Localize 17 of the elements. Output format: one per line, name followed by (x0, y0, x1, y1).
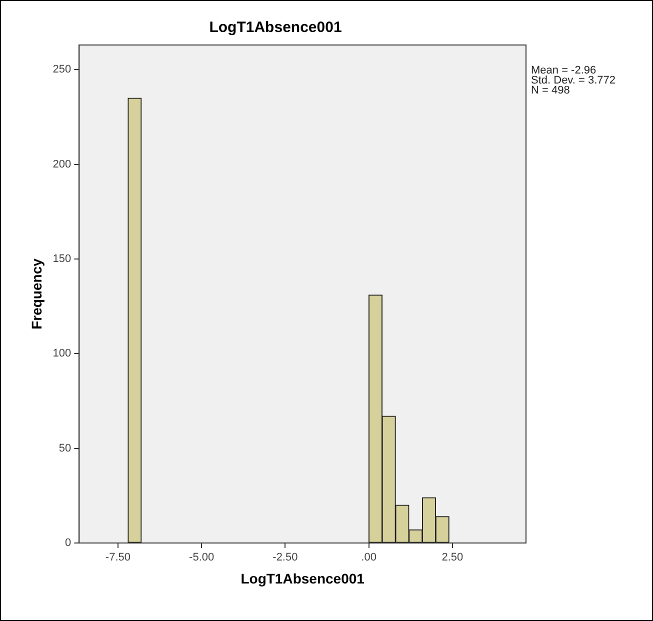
y-tick-label: 150 (52, 253, 72, 265)
chart-title: LogT1Absence001 (209, 19, 342, 36)
y-tick-label: 100 (52, 348, 72, 360)
text: N = 498 (531, 84, 570, 97)
y-tick-label: 0 (65, 537, 72, 550)
x-tick-label: -2.50 (272, 552, 298, 564)
x-axis-title: LogT1Absence001 (240, 570, 365, 586)
x-tick-label: -7.50 (105, 552, 130, 564)
y-tick-label: 250 (52, 64, 72, 76)
text: Std. Dev. = 3.772 (531, 74, 616, 87)
x-tick-label: -5.00 (189, 552, 214, 564)
y-tick-label: 200 (52, 158, 72, 170)
x-tick-label: .00 (361, 552, 376, 564)
y-axis-title: Frequency (28, 258, 44, 330)
y-tick-label: 50 (58, 442, 72, 454)
x-tick-label: 2.50 (442, 552, 464, 564)
text: Mean = -2.96 (531, 64, 596, 77)
